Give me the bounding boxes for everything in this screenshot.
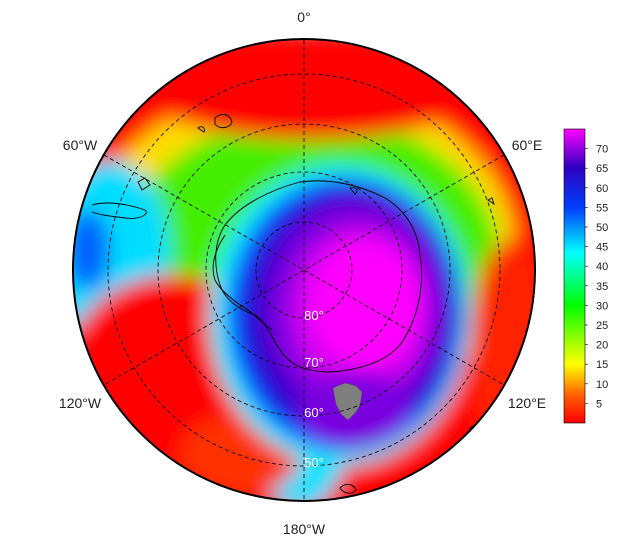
graticule (103, 40, 505, 500)
lon-label-60w: 60°W (63, 137, 98, 153)
colorbar-tick-label: 60 (596, 183, 608, 195)
colorbar-tick-label: 30 (596, 300, 608, 312)
colorbar-tick-label: 40 (596, 261, 608, 273)
colorbar-tick-label: 25 (596, 320, 608, 332)
colorbar-tick-label: 10 (596, 379, 608, 391)
lat-label-70: 70° (304, 355, 324, 370)
colorbar-tick-label: 70 (596, 144, 608, 156)
coastlines (91, 114, 495, 494)
colorbar-tick-label: 45 (596, 242, 608, 254)
data-field (73, 39, 535, 501)
colorbar-tick-label: 50 (596, 222, 608, 234)
lat-label-60: 60° (304, 405, 324, 420)
lat-label-80: 80° (304, 308, 324, 323)
colorbar-ticks: 5 10 15 20 25 30 35 40 45 50 55 60 65 70 (585, 144, 608, 410)
missing-data-patch (332, 382, 363, 421)
colorbar-tick-label: 65 (596, 163, 608, 175)
lon-label-60e: 60°E (512, 137, 543, 153)
colorbar-tick-label: 5 (596, 398, 602, 410)
lon-label-180: 180°W (283, 521, 326, 537)
colorbar-gradient (563, 128, 586, 424)
colorbar-tick-label: 20 (596, 340, 608, 352)
colorbar-tick-label: 55 (596, 202, 608, 214)
lat-circle-70 (205, 171, 403, 369)
lon-label-0: 0° (297, 9, 310, 25)
colorbar: 5 10 15 20 25 30 35 40 45 50 55 60 65 70 (563, 128, 608, 424)
colorbar-tick-label: 35 (596, 281, 608, 293)
colorbar-tick-label: 15 (596, 359, 608, 371)
lon-label-120w: 120°W (59, 395, 102, 411)
map-border (72, 38, 536, 502)
lon-label-120e: 120°E (508, 395, 546, 411)
lat-label-50: 50° (304, 455, 324, 470)
lat-circle-50 (107, 73, 501, 467)
